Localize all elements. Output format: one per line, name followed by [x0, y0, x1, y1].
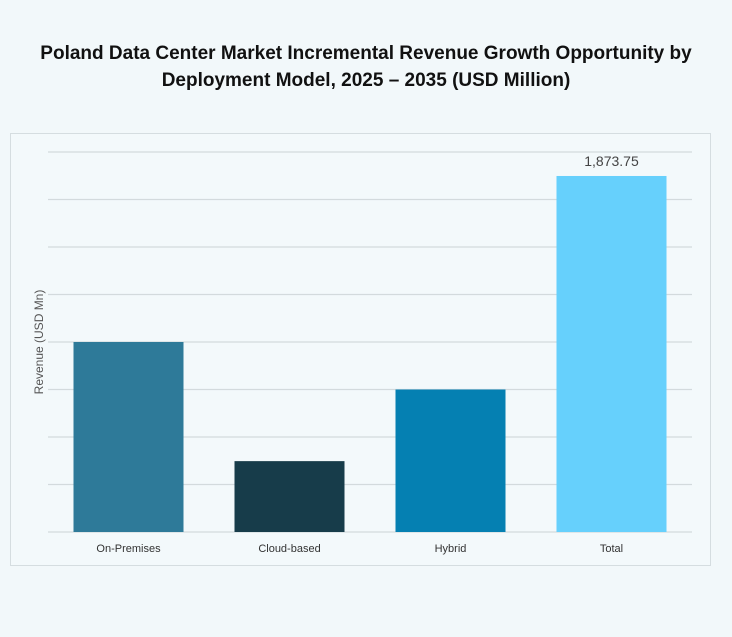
x-tick-label: Cloud-based — [258, 543, 320, 555]
chart-title: Poland Data Center Market Incremental Re… — [40, 43, 692, 91]
x-tick-label: Hybrid — [435, 543, 467, 555]
data-label: 1,873.75 — [584, 153, 639, 169]
bar-total — [556, 175, 667, 533]
x-tick-label: On-Premises — [96, 543, 161, 555]
bar-cloud-based — [234, 461, 345, 532]
bar-hybrid — [395, 389, 506, 532]
bar-on-premises — [73, 342, 184, 532]
x-tick-label: Total — [600, 543, 623, 555]
y-axis-label: Revenue (USD Mn) — [32, 290, 46, 395]
